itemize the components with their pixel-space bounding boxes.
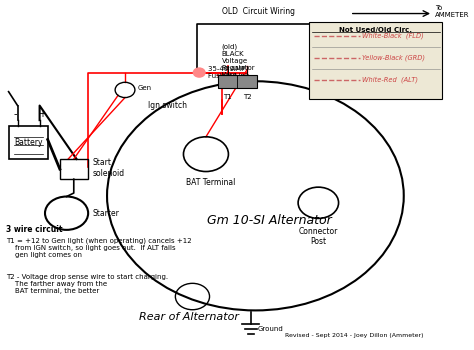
Circle shape <box>193 68 205 77</box>
Text: 3 wire circuit: 3 wire circuit <box>6 225 63 234</box>
Text: Yellow-Black (GRD): Yellow-Black (GRD) <box>363 55 425 61</box>
Text: OLD  Circuit Wiring: OLD Circuit Wiring <box>222 7 295 16</box>
Text: +: + <box>38 109 46 119</box>
Text: Connector
Post: Connector Post <box>299 227 338 246</box>
Text: Rear of Alternator: Rear of Alternator <box>138 312 238 322</box>
Text: Ign switch: Ign switch <box>147 101 186 110</box>
Text: (old)
BLACK
Voltage
Regulator
Wire: (old) BLACK Voltage Regulator Wire <box>222 43 255 78</box>
Text: T1: T1 <box>223 94 232 100</box>
Text: T1 = +12 to Gen light (when operating) cancels +12
    from IGN switch, so light: T1 = +12 to Gen light (when operating) c… <box>6 238 191 258</box>
Text: BAT Terminal: BAT Terminal <box>186 178 235 188</box>
Text: Not Used/Old Circ.: Not Used/Old Circ. <box>339 27 412 34</box>
Bar <box>60 159 88 179</box>
Bar <box>219 75 256 88</box>
Text: Gm 10-SI Alternator: Gm 10-SI Alternator <box>207 214 331 227</box>
Bar <box>310 22 442 99</box>
Text: White-Red  (ALT): White-Red (ALT) <box>363 77 419 83</box>
Text: Start
solenoid: Start solenoid <box>92 159 124 178</box>
Text: White-Black  (FLD): White-Black (FLD) <box>363 33 424 40</box>
Text: T2 - Voltage drop sense wire to start charging.
    The farther away from the
  : T2 - Voltage drop sense wire to start ch… <box>6 274 168 294</box>
Bar <box>9 126 48 159</box>
Text: 35-40 AMP
Fusible Link: 35-40 AMP Fusible Link <box>208 66 249 79</box>
Text: Gen: Gen <box>137 85 151 91</box>
Text: Battery: Battery <box>14 138 43 147</box>
Text: Revised - Sept 2014 - Joey Dillon (Ammeter): Revised - Sept 2014 - Joey Dillon (Ammet… <box>284 333 423 338</box>
Text: To
AMMETER: To AMMETER <box>435 5 470 18</box>
Text: T2: T2 <box>243 94 251 100</box>
Text: Ground: Ground <box>258 326 283 332</box>
Text: -: - <box>14 109 17 119</box>
Text: Starter: Starter <box>92 209 119 218</box>
